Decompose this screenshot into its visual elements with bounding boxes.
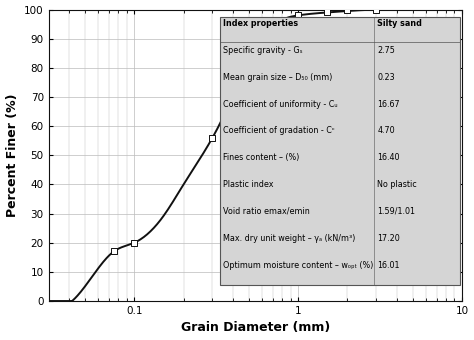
Text: No plastic: No plastic <box>377 180 417 189</box>
Text: 17.20: 17.20 <box>377 234 400 243</box>
Point <box>323 10 331 15</box>
Text: 0.23: 0.23 <box>377 73 395 82</box>
Text: Fines content – (%): Fines content – (%) <box>223 153 300 162</box>
Point <box>294 13 302 18</box>
Point <box>130 240 138 245</box>
Text: Coefficient of uniformity - Cᵤ: Coefficient of uniformity - Cᵤ <box>223 100 338 108</box>
Text: Max. dry unit weight – γₐ (kN/m³): Max. dry unit weight – γₐ (kN/m³) <box>223 234 356 243</box>
Text: 1.59/1.01: 1.59/1.01 <box>377 207 415 216</box>
Text: 16.67: 16.67 <box>377 100 400 108</box>
FancyBboxPatch shape <box>220 17 460 285</box>
Y-axis label: Percent Finer (%): Percent Finer (%) <box>6 94 18 217</box>
X-axis label: Grain Diameter (mm): Grain Diameter (mm) <box>181 321 330 335</box>
Point <box>245 51 253 56</box>
Point <box>344 7 351 12</box>
Point <box>373 7 380 12</box>
Point <box>209 135 216 140</box>
Text: 4.70: 4.70 <box>377 126 395 135</box>
Text: Specific gravity - Gₛ: Specific gravity - Gₛ <box>223 46 303 55</box>
Text: Optimum moisture content – wₒₚₜ (%): Optimum moisture content – wₒₚₜ (%) <box>223 260 374 270</box>
Point <box>110 249 118 254</box>
Text: 2.75: 2.75 <box>377 46 395 55</box>
Text: Plastic index: Plastic index <box>223 180 274 189</box>
Text: Void ratio emax/emin: Void ratio emax/emin <box>223 207 310 216</box>
Text: Silty sand: Silty sand <box>377 19 422 28</box>
Text: Mean grain size – D₅₀ (mm): Mean grain size – D₅₀ (mm) <box>223 73 333 82</box>
Text: Index properties: Index properties <box>223 19 299 28</box>
Text: Coefficient of gradation - Cᶜ: Coefficient of gradation - Cᶜ <box>223 126 335 135</box>
Text: 16.01: 16.01 <box>377 260 400 270</box>
Text: 16.40: 16.40 <box>377 153 400 162</box>
